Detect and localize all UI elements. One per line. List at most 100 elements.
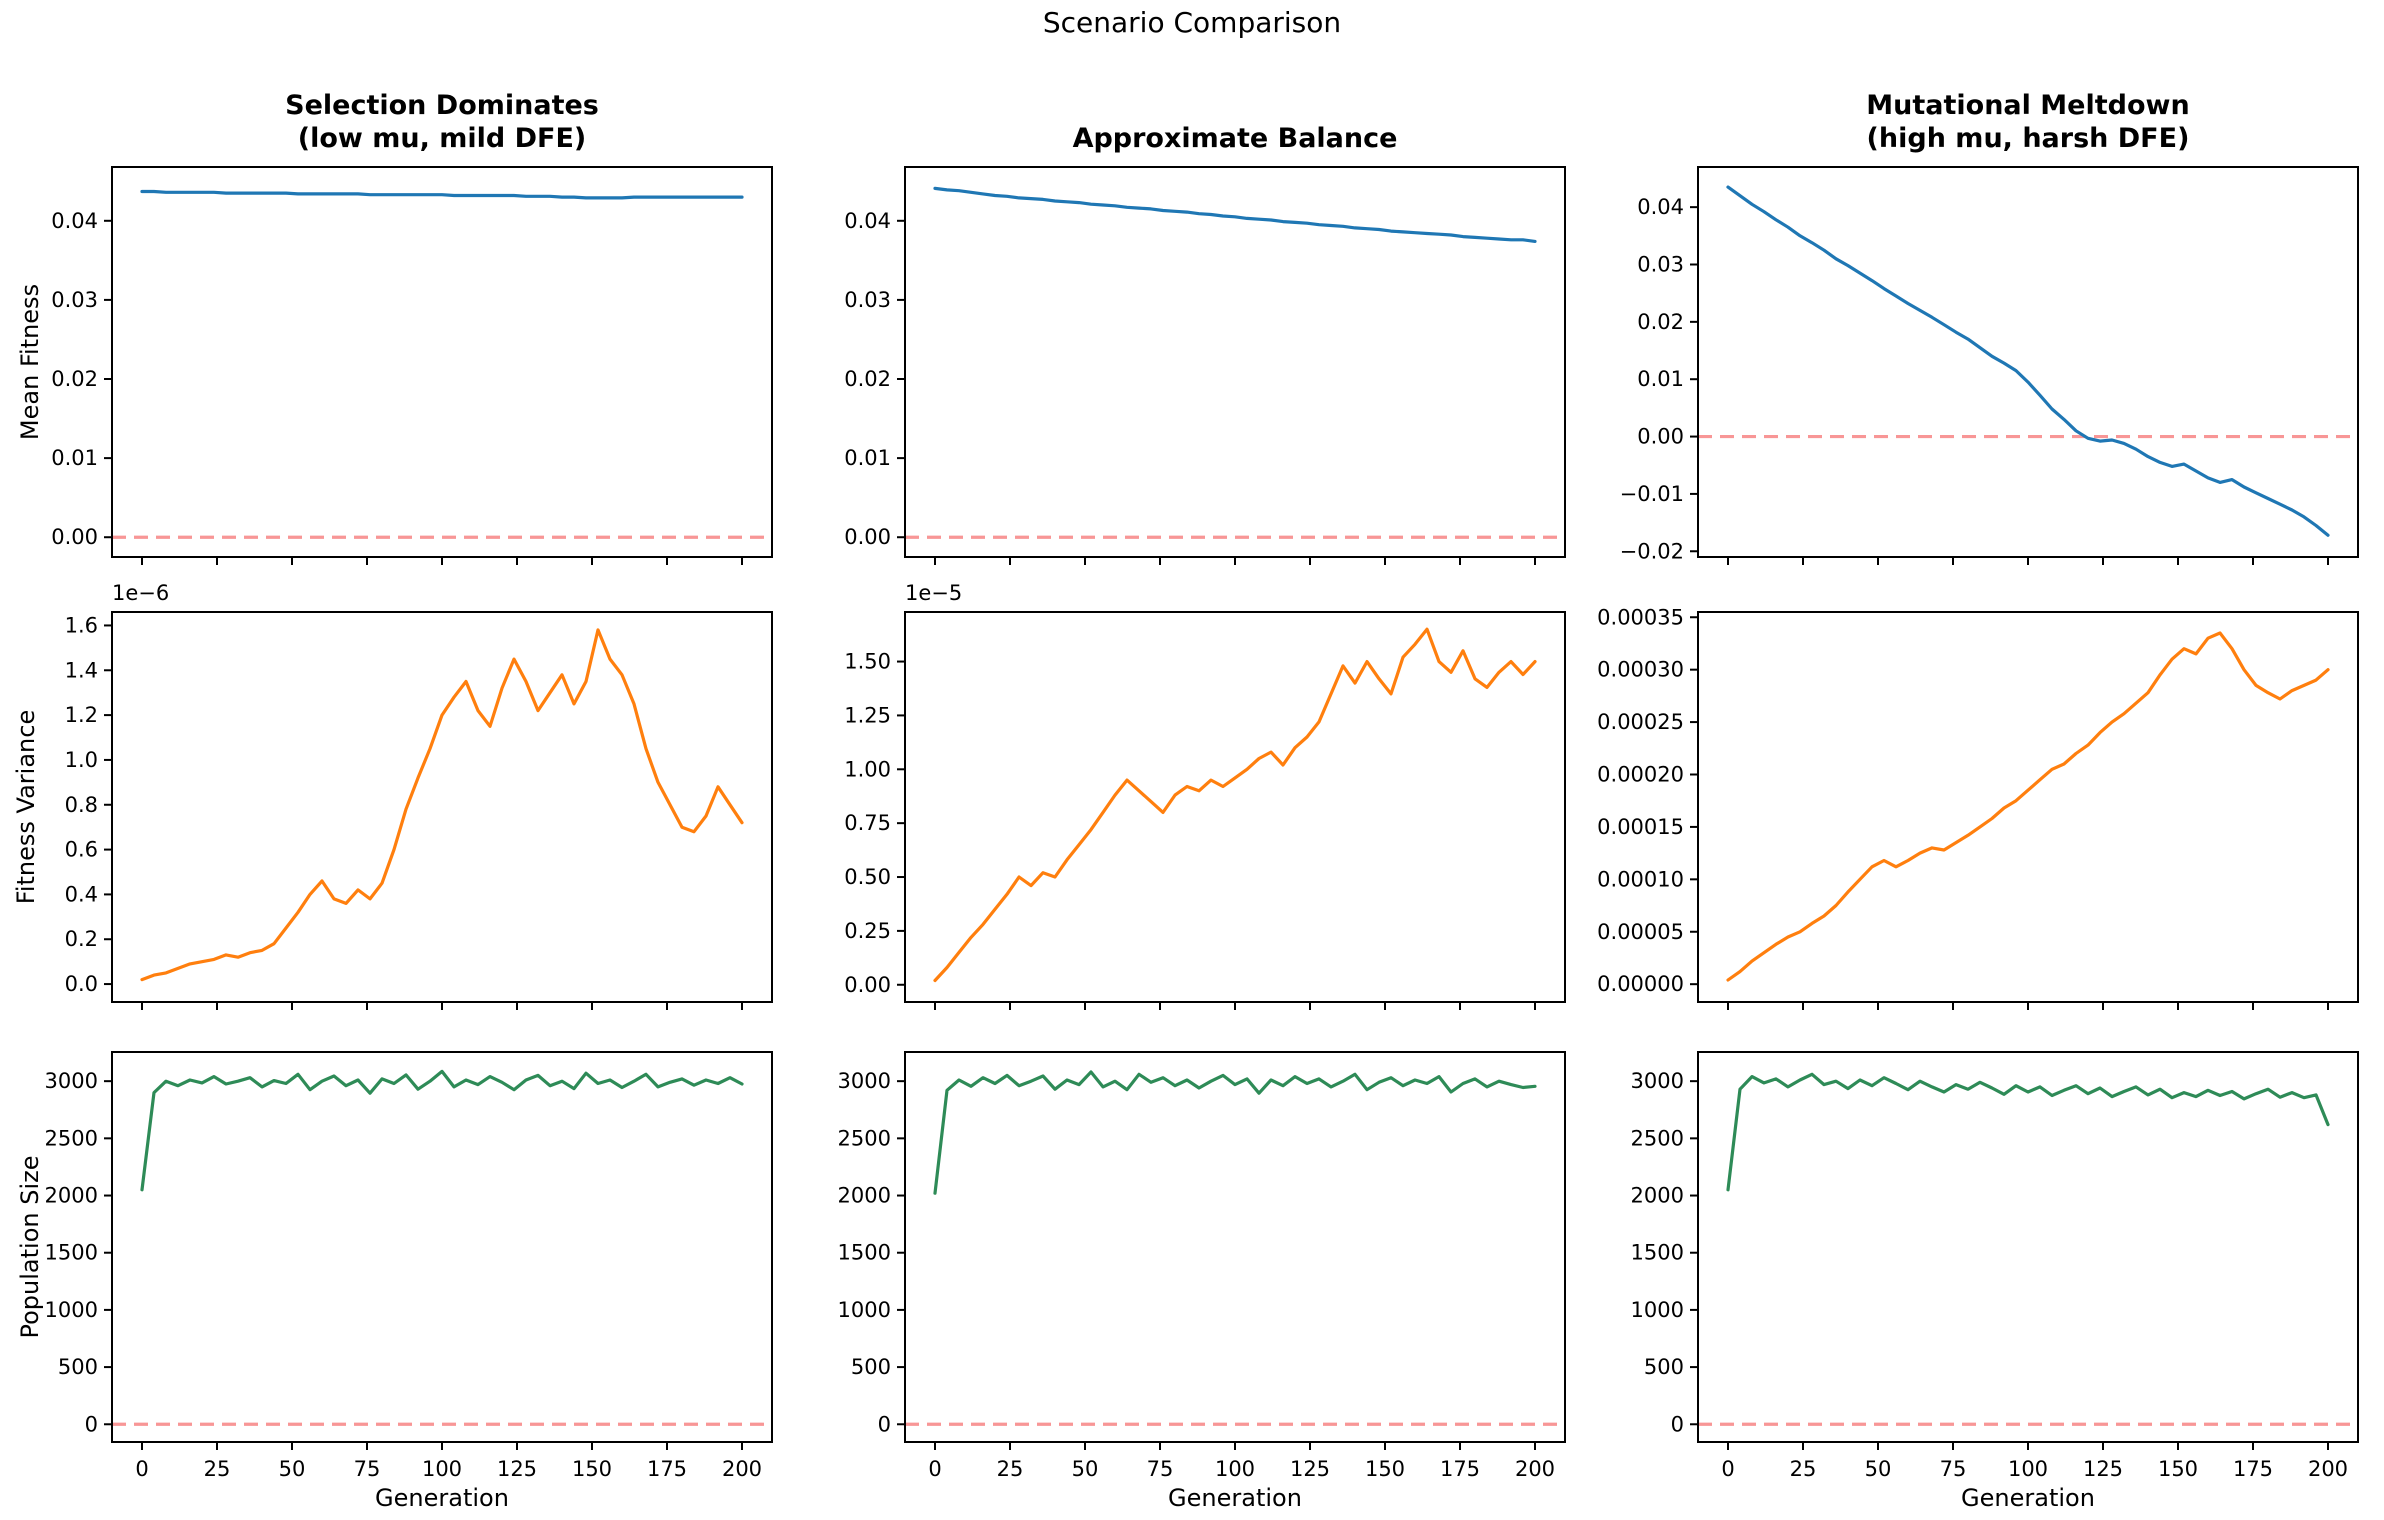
x-tick-label: 125 <box>1290 1457 1330 1481</box>
x-axis-label: Generation <box>1168 1484 1302 1512</box>
y-tick-label: 0.25 <box>844 919 891 943</box>
y-tick-label: 0.00000 <box>1597 972 1684 996</box>
y-tick-label: 0.00 <box>1637 425 1684 449</box>
y-tick-label: 3000 <box>1631 1069 1684 1093</box>
x-tick-label: 25 <box>1790 1457 1817 1481</box>
x-tick-label: 25 <box>204 1457 231 1481</box>
y-tick-label: 0.04 <box>1637 195 1684 219</box>
x-tick-label: 100 <box>1215 1457 1255 1481</box>
plot-frame <box>111 611 773 1003</box>
y-tick-label: 2000 <box>1631 1184 1684 1208</box>
y-tick-label: 0.03 <box>51 288 98 312</box>
plot-frame <box>1697 611 2359 1003</box>
x-tick-label: 150 <box>2158 1457 2198 1481</box>
x-tick-label: 200 <box>722 1457 762 1481</box>
x-tick-label: 25 <box>997 1457 1024 1481</box>
x-tick-label: 75 <box>1940 1457 1967 1481</box>
y-tick-label: 0.03 <box>844 288 891 312</box>
y-tick-label: 500 <box>851 1355 891 1379</box>
x-tick-label: 0 <box>928 1457 941 1481</box>
y-tick-label: 0.4 <box>65 882 98 906</box>
plot-svg: 0.00000 0.00005 0.00010 0.00015 0.00020 0.000… <box>1597 605 2359 1010</box>
offset-label: 1e−5 <box>905 581 962 605</box>
x-tick-label: 75 <box>354 1457 381 1481</box>
y-tick-label: 0.00025 <box>1597 710 1684 734</box>
y-tick-label: 1000 <box>1631 1298 1684 1322</box>
y-tick-label: 1000 <box>838 1298 891 1322</box>
x-tick-label: 75 <box>1147 1457 1174 1481</box>
y-tick-label: 0 <box>1671 1412 1684 1436</box>
x-tick-label: 0 <box>135 1457 148 1481</box>
x-tick-label: 50 <box>279 1457 306 1481</box>
x-tick-label: 175 <box>2233 1457 2273 1481</box>
y-tick-label: 0.04 <box>844 209 891 233</box>
panel-fitness-variance-meltdown: 0.00000 0.00005 0.00010 0.00015 0.00020 0.000… <box>1597 605 2359 1010</box>
y-tick-label: 0.00030 <box>1597 658 1684 682</box>
y-tick-label: 2500 <box>45 1126 98 1150</box>
plot-svg: 0.0 0.2 0.4 0.6 0.8 1.0 1.2 1.4 1.6 1e−6 <box>65 581 773 1010</box>
y-tick-label: −0.01 <box>1620 482 1684 506</box>
y-tick-label: 0.03 <box>1637 253 1684 277</box>
y-tick-label: 2000 <box>838 1184 891 1208</box>
x-axis-label: Generation <box>1961 1484 2095 1512</box>
y-tick-label: 0.00 <box>844 973 891 997</box>
plot-svg: −0.02 −0.01 0.00 0.01 0.02 0.03 0.04 <box>1620 166 2359 565</box>
panel-mean-fitness-meltdown: −0.02 −0.01 0.00 0.01 0.02 0.03 0.04 <box>1620 166 2359 565</box>
y-tick-label: 0.75 <box>844 811 891 835</box>
plot-frame <box>904 166 1566 558</box>
plot-frame <box>1697 166 2359 558</box>
x-axis-label: Generation <box>375 1484 509 1512</box>
plot-svg: 0.00 0.25 0.50 0.75 1.00 1.25 1.50 1e−5 <box>844 581 1566 1010</box>
x-tick-label: 50 <box>1865 1457 1892 1481</box>
panel-mean-fitness-selection: 0.00 0.01 0.02 0.03 0.04 <box>51 166 773 565</box>
plot-frame <box>1697 1051 2359 1443</box>
y-tick-label: 0.2 <box>65 927 98 951</box>
offset-label: 1e−6 <box>112 581 169 605</box>
data-line-fitness-variance-balance <box>933 627 1537 983</box>
y-axis-label-population-size: Population Size <box>16 1155 44 1339</box>
panel-population-size-meltdown: 0 25 50 75 100 125 150 175 200 0 500 1000 1500 2000 25… <box>1631 1051 2359 1512</box>
data-line-mean-fitness-selection <box>140 189 744 200</box>
y-tick-label: 0.02 <box>1637 310 1684 334</box>
plot-svg: 0 25 50 75 100 125 150 175 200050010001500200025… <box>1631 1051 2359 1512</box>
x-tick-label: 125 <box>2083 1457 2123 1481</box>
data-line-population-size-meltdown <box>1726 1072 2330 1192</box>
column-title-mutational-meltdown: Mutational Meltdown (high mu, harsh DFE) <box>1866 89 2190 155</box>
y-tick-label: 0.01 <box>51 446 98 470</box>
y-tick-label: 0.00 <box>51 525 98 549</box>
y-axis-label-fitness-variance: Fitness Variance <box>12 709 40 905</box>
y-tick-label: 0.6 <box>65 838 98 862</box>
x-tick-label: 200 <box>1515 1457 1555 1481</box>
y-tick-label: 1.50 <box>844 650 891 674</box>
y-axis-label-mean-fitness: Mean Fitness <box>16 283 44 441</box>
data-line-mean-fitness-balance <box>933 186 1537 244</box>
panel-mean-fitness-balance: 0.00 0.01 0.02 0.03 0.04 <box>844 166 1566 565</box>
y-tick-label: 1.00 <box>844 757 891 781</box>
y-tick-label: 3000 <box>45 1069 98 1093</box>
panel-population-size-balance: 0 25 50 75 100 125 150 175 200 0 500 1000 1500 2000 25… <box>838 1051 1566 1512</box>
y-tick-label: 0.00005 <box>1597 920 1684 944</box>
y-tick-label: 0.01 <box>1637 367 1684 391</box>
y-tick-label: 2500 <box>1631 1126 1684 1150</box>
y-tick-label: 1.25 <box>844 703 891 727</box>
y-tick-label: 1.2 <box>65 703 98 727</box>
plot-frame <box>111 1051 773 1443</box>
data-line-population-size-selection <box>140 1069 744 1192</box>
y-tick-label: 1500 <box>838 1241 891 1265</box>
x-tick-label: 200 <box>2308 1457 2348 1481</box>
y-tick-label: 500 <box>58 1355 98 1379</box>
data-line-fitness-variance-selection <box>140 628 744 982</box>
y-tick-label: 2000 <box>45 1184 98 1208</box>
data-line-mean-fitness-meltdown <box>1726 185 2330 537</box>
plot-frame <box>904 611 1566 1003</box>
y-tick-label: 1500 <box>45 1241 98 1265</box>
y-tick-label: 0.8 <box>65 793 98 817</box>
y-tick-label: 2500 <box>838 1126 891 1150</box>
y-tick-label: 0.00020 <box>1597 763 1684 787</box>
x-tick-label: 175 <box>1440 1457 1480 1481</box>
y-tick-label: 0.02 <box>51 367 98 391</box>
y-tick-label: 0.00035 <box>1597 605 1684 629</box>
y-tick-label: 0.00010 <box>1597 867 1684 891</box>
plot-svg: 0 25 50 75 100 125 150 175 200050010001500200025… <box>838 1051 1566 1512</box>
